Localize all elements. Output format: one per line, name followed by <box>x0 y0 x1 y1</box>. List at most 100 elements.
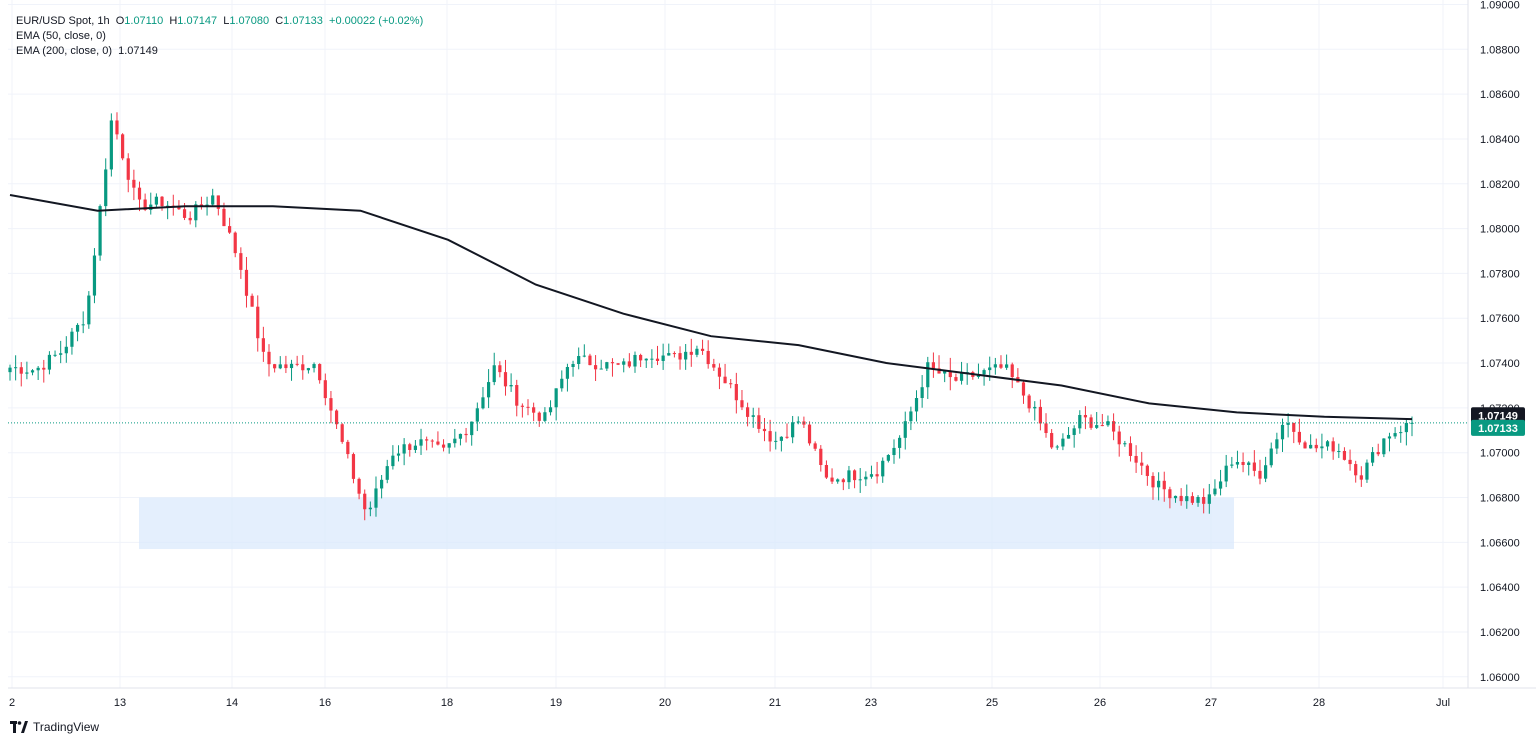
candle <box>413 440 417 454</box>
legend-change: +0.00022 (+0.02%) <box>329 15 424 27</box>
x-tick-label: 26 <box>1094 697 1106 709</box>
y-tick-label: 1.06000 <box>1480 672 1520 684</box>
last-price-label: 1.07133 <box>1471 419 1525 436</box>
candle <box>537 411 541 427</box>
x-tick-label: 27 <box>1205 697 1217 709</box>
candle <box>999 355 1003 370</box>
legend-ema200-row[interactable]: EMA (200, close, 0) 1.07149 <box>16 44 423 59</box>
candle <box>1241 452 1245 473</box>
candle <box>1021 379 1026 404</box>
y-tick-label: 1.06200 <box>1480 627 1520 639</box>
legend-ema200-value: 1.07149 <box>118 45 158 57</box>
candle <box>273 363 277 373</box>
y-tick-label: 1.07400 <box>1480 358 1520 370</box>
candle <box>121 133 125 161</box>
candle <box>137 181 142 212</box>
candle <box>684 344 688 370</box>
candle <box>1286 413 1290 438</box>
y-tick-label: 1.07000 <box>1480 448 1520 460</box>
candle <box>447 443 451 454</box>
candle <box>92 248 97 304</box>
candle <box>740 390 744 411</box>
candle <box>256 295 260 352</box>
candle <box>402 438 406 466</box>
candle <box>1309 434 1313 449</box>
legend-high: 1.07147 <box>177 15 218 27</box>
candle <box>1033 401 1037 421</box>
x-tick-label: 16 <box>319 697 331 709</box>
candle <box>42 359 46 383</box>
candle <box>8 364 12 381</box>
candle <box>616 363 620 366</box>
candle <box>723 363 727 384</box>
candlestick-series <box>8 112 1414 521</box>
candle <box>1072 425 1076 448</box>
candle <box>408 442 412 457</box>
candle <box>244 256 249 308</box>
candle <box>751 407 755 428</box>
candle <box>976 363 981 379</box>
candle <box>109 113 113 177</box>
candle <box>661 343 665 370</box>
candle <box>374 476 378 517</box>
candle <box>1337 443 1341 459</box>
tradingview-brand[interactable]: TradingView <box>10 720 99 734</box>
x-tick-label: 14 <box>226 697 238 709</box>
candle <box>278 356 282 370</box>
candle <box>36 366 40 381</box>
candle <box>1354 460 1358 483</box>
ema200-line <box>9 194 1413 421</box>
ema-price-label-text: 1.07149 <box>1478 410 1518 422</box>
candle <box>577 347 581 370</box>
candle <box>734 372 738 414</box>
candle <box>470 421 474 446</box>
candle <box>1173 495 1178 503</box>
candle <box>785 423 789 439</box>
candle <box>1111 413 1116 441</box>
candle <box>47 351 52 375</box>
candle <box>706 340 710 369</box>
candle <box>1303 440 1307 449</box>
candle <box>329 391 333 424</box>
brand-name: TradingView <box>33 720 100 734</box>
candle <box>171 194 175 216</box>
candle <box>672 351 677 358</box>
legend-ema200: EMA (200, close, 0) <box>16 45 112 57</box>
candle <box>486 369 491 409</box>
candle <box>543 407 547 423</box>
candle <box>515 379 519 417</box>
legend-h-label: H <box>169 15 178 27</box>
candle <box>1100 413 1104 427</box>
candle <box>503 359 508 396</box>
candle <box>318 363 322 384</box>
legend-ema50: EMA (50, close, 0) <box>16 30 106 42</box>
candle <box>306 367 311 374</box>
candle <box>1365 459 1369 483</box>
candle <box>1404 419 1408 446</box>
candle <box>650 349 654 369</box>
legend-ema50-row[interactable]: EMA (50, close, 0) <box>16 29 423 44</box>
candle <box>1297 418 1301 445</box>
candle <box>762 418 767 442</box>
candle <box>14 355 18 381</box>
candle <box>633 351 637 373</box>
candle <box>729 378 733 389</box>
ema-price-label: 1.07149 <box>1471 407 1525 424</box>
candle <box>363 489 367 521</box>
candle <box>1095 411 1099 429</box>
candle <box>1168 486 1172 509</box>
candle <box>295 355 299 367</box>
candle <box>1145 464 1149 486</box>
y-tick-label: 1.06600 <box>1480 537 1520 549</box>
candle <box>98 204 102 261</box>
candle <box>1264 456 1268 483</box>
candle <box>1089 414 1093 430</box>
x-axis-ticks: 2 13 14 16 18 19 20 21 23 25 26 27 28 Jul <box>9 697 1450 709</box>
candle <box>346 439 350 459</box>
candle <box>813 441 817 452</box>
candle <box>1359 466 1363 487</box>
candle <box>892 439 896 464</box>
candle <box>571 360 575 377</box>
candle <box>87 291 91 329</box>
